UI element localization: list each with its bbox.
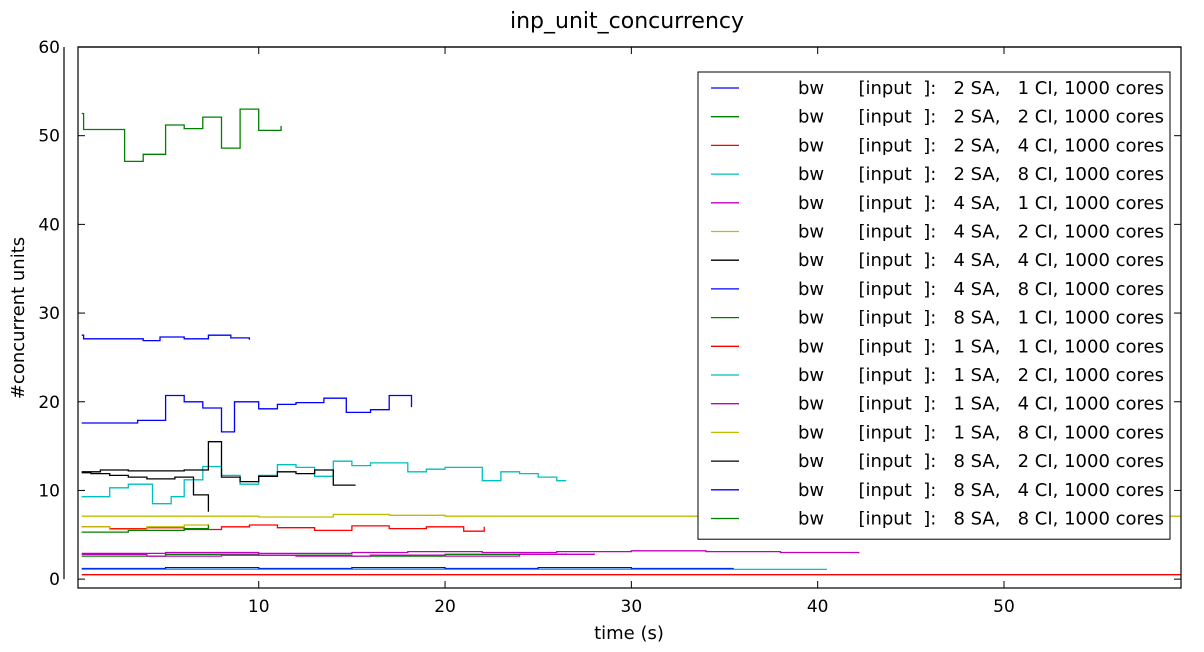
y-axis-label: #concurrent units [8, 237, 29, 399]
series-line-2 [81, 553, 567, 557]
legend-label: bw [input ]: 1 SA, 4 CI, 1000 cores [798, 394, 1164, 415]
series-line-9 [81, 108, 282, 163]
series-line-7 [81, 441, 356, 486]
legend-label: bw [input ]: 8 SA, 8 CI, 1000 cores [798, 509, 1164, 530]
legend-label: bw [input ]: 8 SA, 2 CI, 1000 cores [798, 451, 1164, 472]
y-tick-label: 30 [38, 304, 60, 324]
legend-label: bw [input ]: 2 SA, 8 CI, 1000 cores [798, 164, 1164, 185]
y-tick-label: 0 [49, 570, 60, 590]
legend-label: bw [input ]: 2 SA, 1 CI, 1000 cores [798, 78, 1164, 99]
series-line-13 [81, 524, 210, 531]
legend-box [697, 71, 1171, 540]
chart-title: inp_unit_concurrency [510, 9, 744, 34]
legend-label: bw [input ]: 2 SA, 4 CI, 1000 cores [798, 135, 1164, 156]
axes-layer: 10 20 30 40 50 0 10 20 30 40 50 60 [38, 38, 1182, 617]
y-tick-label: 20 [38, 393, 60, 413]
x-tick-label: 40 [807, 597, 829, 617]
y-tick-label: 40 [38, 215, 60, 235]
legend-label: bw [input ]: 1 SA, 2 CI, 1000 cores [798, 365, 1164, 386]
series-layer [81, 108, 1181, 576]
legend-label: bw [input ]: 8 SA, 1 CI, 1000 cores [798, 308, 1164, 329]
y-tick-label: 10 [38, 481, 60, 501]
legend-label: bw [input ]: 8 SA, 4 CI, 1000 cores [798, 480, 1164, 501]
series-line-1 [81, 566, 734, 570]
x-tick-label: 10 [248, 597, 270, 617]
series-line-5 [81, 550, 860, 555]
legend-label: bw [input ]: 4 SA, 8 CI, 1000 cores [798, 279, 1164, 300]
series-line-14 [81, 472, 210, 512]
x-tick-label: 50 [993, 597, 1015, 617]
y-tick-label: 50 [38, 127, 60, 147]
legend-label: bw [input ]: 4 SA, 4 CI, 1000 cores [798, 250, 1164, 271]
legend-label: bw [input ]: 1 SA, 8 CI, 1000 cores [798, 422, 1164, 443]
series-line-15 [81, 334, 251, 342]
x-tick-label: 30 [621, 597, 643, 617]
x-tick-label: 20 [434, 597, 456, 617]
legend-label: bw [input ]: 2 SA, 2 CI, 1000 cores [798, 107, 1164, 128]
legend-label: bw [input ]: 4 SA, 2 CI, 1000 cores [798, 222, 1164, 243]
legend-label: bw [input ]: 1 SA, 1 CI, 1000 cores [798, 336, 1164, 357]
legend: bw [input ]: 2 SA, 1 CI, 1000 cores bw [i… [697, 71, 1171, 540]
y-tick-label: 60 [38, 38, 60, 58]
legend-label: bw [input ]: 4 SA, 1 CI, 1000 cores [798, 193, 1164, 214]
x-axis-label: time (s) [594, 623, 664, 644]
series-line-8 [81, 394, 413, 433]
series-line-16 [81, 525, 210, 533]
series-line-12 [81, 553, 595, 557]
